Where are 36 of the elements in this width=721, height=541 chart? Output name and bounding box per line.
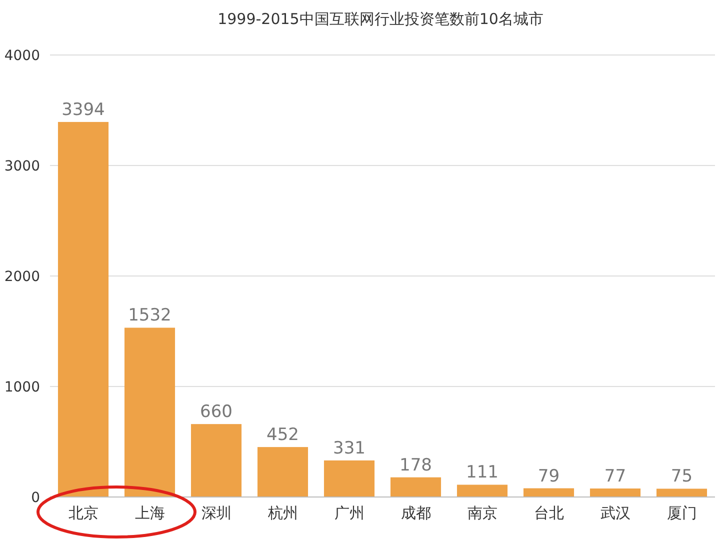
- x-tick-label: 广州: [334, 504, 364, 522]
- x-tick-label: 厦门: [666, 504, 697, 522]
- data-label: 77: [604, 466, 626, 486]
- data-label: 452: [266, 425, 299, 446]
- bar: [324, 460, 375, 497]
- bar: [656, 488, 708, 497]
- y-tick-label: 0: [31, 490, 40, 506]
- data-label: 111: [466, 462, 498, 483]
- bar: [590, 488, 641, 497]
- bar: [124, 328, 176, 497]
- y-tick-label: 1000: [4, 379, 40, 396]
- data-label: 331: [333, 438, 366, 458]
- chart-title: 1999-2015中国互联网行业投资笔数前10名城市: [218, 10, 544, 28]
- x-tick-label: 杭州: [266, 504, 298, 522]
- bar: [58, 122, 109, 497]
- x-tick-label: 成都: [400, 504, 431, 522]
- data-label: 3394: [62, 100, 105, 120]
- data-label: 178: [400, 455, 432, 476]
- bar: [390, 477, 442, 497]
- x-tick-label: 北京: [68, 504, 98, 522]
- y-tick-label: 4000: [4, 48, 40, 64]
- bar: [190, 424, 242, 497]
- bar: [456, 484, 508, 497]
- bar: [523, 488, 574, 497]
- data-label: 1532: [128, 306, 172, 326]
- y-tick-label: 3000: [4, 158, 40, 174]
- x-tick-label: 台北: [534, 504, 564, 522]
- data-label: 75: [670, 466, 693, 487]
- x-tick-label: 深圳: [201, 504, 232, 522]
- x-tick-label: 武汉: [600, 504, 630, 522]
- x-tick-label: 南京: [467, 504, 498, 522]
- y-tick-label: 2000: [4, 268, 40, 285]
- data-label: 660: [200, 402, 232, 422]
- data-label: 79: [538, 466, 560, 486]
- x-tick-label: 上海: [134, 504, 165, 522]
- bar: [257, 447, 308, 497]
